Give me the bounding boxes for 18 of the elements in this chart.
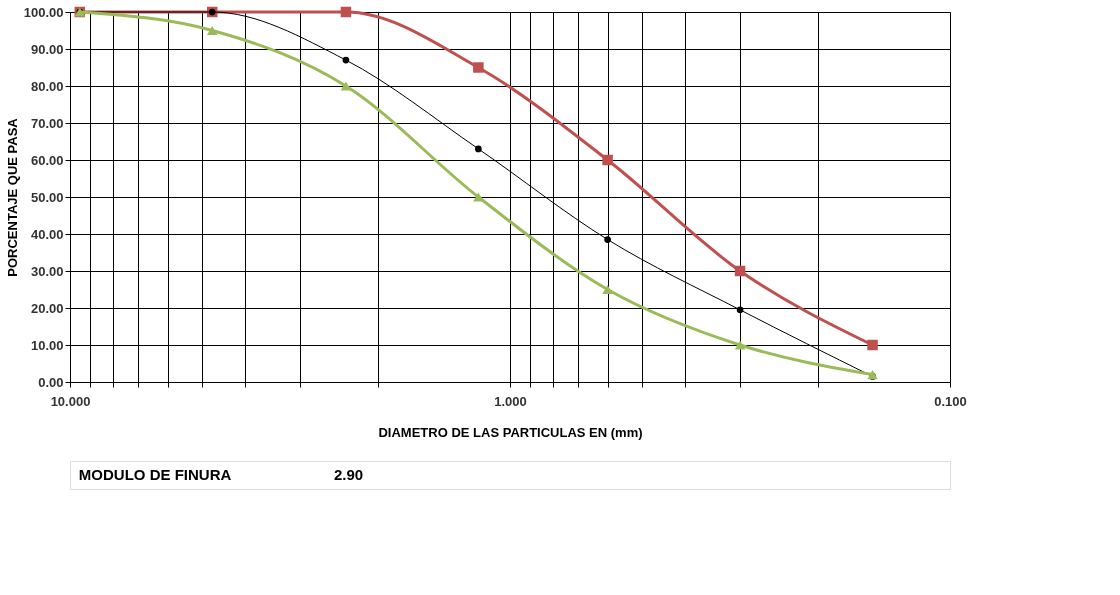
x-tick-label: 1.000 [494,393,527,409]
y-tick-label: 20.00 [30,300,64,316]
text: MODULO DE FINURA [78,466,232,483]
y-tick-label: 0.00 [38,374,64,390]
y-tick-label: 90.00 [30,41,64,57]
x-axis-title: DIAMETRO DE LAS PARTICULAS EN (mm) [378,424,643,440]
y-axis-title: PORCENTAJE QUE PASA [4,117,20,277]
x-tick-label: 0.100 [934,393,967,409]
y-tick-label: 80.00 [30,78,64,94]
y-tick-label: 10.00 [30,337,64,353]
y-tick-label: 50.00 [30,189,64,205]
y-tick-label: 70.00 [30,115,64,131]
y-tick-label: 60.00 [30,152,64,168]
text: 2.90 [334,466,364,483]
y-tick-label: 100.00 [23,4,64,20]
x-tick-label: 10.000 [50,393,91,409]
y-tick-label: 40.00 [30,226,64,242]
y-tick-label: 30.00 [30,263,64,279]
